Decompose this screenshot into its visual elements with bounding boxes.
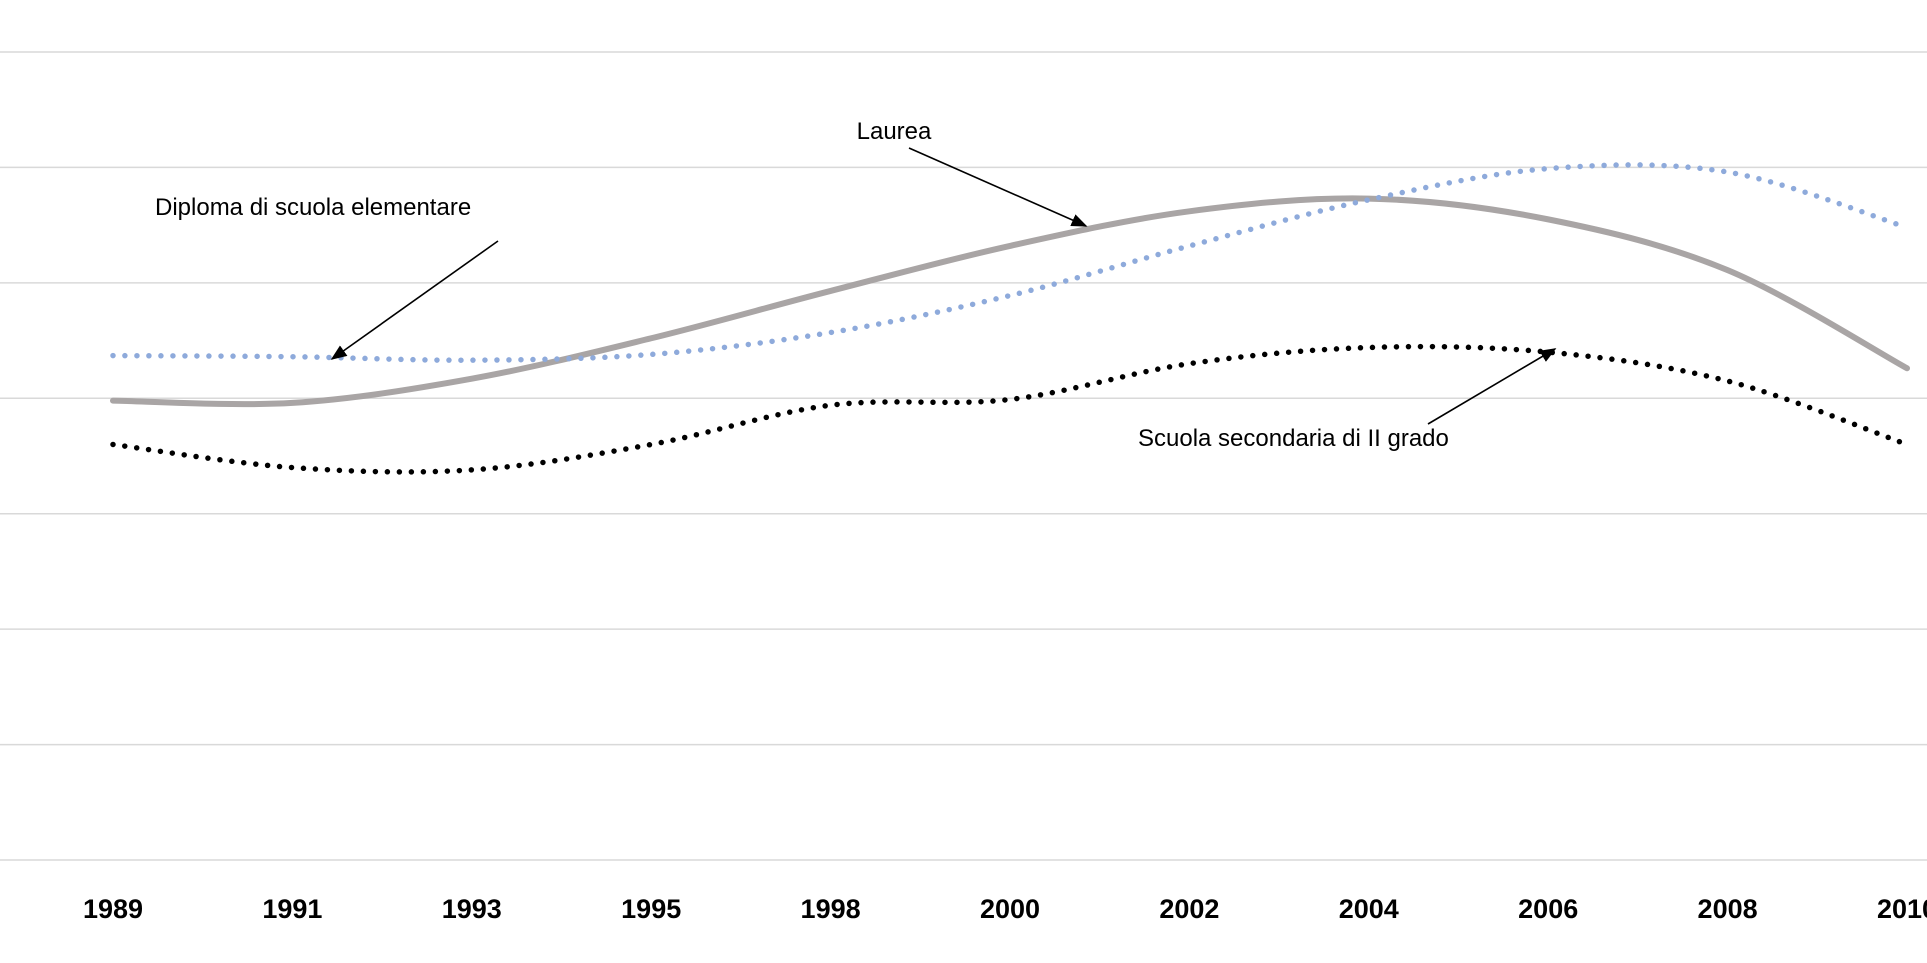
x-tick-label: 2000: [980, 894, 1040, 924]
annotations: Laurea Diploma di scuola elementare Scuo…: [155, 118, 1557, 452]
annotation-laurea: Laurea: [857, 118, 932, 145]
annotation-arrow-laurea: [908, 147, 1088, 227]
x-tick-label: 2008: [1698, 894, 1758, 924]
x-tick-label: 2006: [1518, 894, 1578, 924]
annotation-secondaria: Scuola secondaria di II grado: [1138, 425, 1449, 452]
x-tick-label: 1993: [442, 894, 502, 924]
x-tick-label: 2004: [1339, 894, 1399, 924]
annotation-arrow-diploma: [330, 240, 499, 360]
series-line-0: [110, 195, 1910, 408]
x-tick-label: 1989: [83, 894, 143, 924]
x-tick-label: 1998: [801, 894, 861, 924]
series-line-2: [110, 343, 1910, 475]
gridlines: [0, 51, 1927, 861]
annotation-arrow-secondaria: [1427, 348, 1557, 425]
series-lines: [110, 162, 1910, 475]
annotation-diploma: Diploma di scuola elementare: [155, 194, 471, 221]
series-line-1: [110, 162, 1910, 363]
x-tick-label: 1995: [621, 894, 681, 924]
x-axis-tick-labels: 1989 1991 1993 1995 1998 2000 2002 2004 2006 2008…: [83, 894, 1927, 924]
x-tick-label: 2002: [1159, 894, 1219, 924]
x-tick-label: 1991: [262, 894, 322, 924]
x-tick-label: 2010: [1877, 894, 1927, 924]
